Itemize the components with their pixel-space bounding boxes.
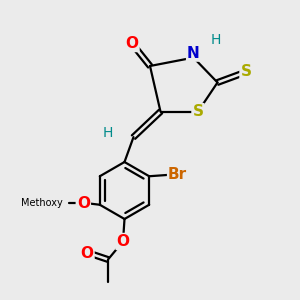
Text: S: S — [241, 64, 251, 80]
Text: N: N — [187, 46, 200, 61]
Text: H: H — [211, 34, 221, 47]
Text: S: S — [193, 104, 203, 119]
Text: O: O — [80, 246, 94, 261]
Text: H: H — [103, 126, 113, 140]
Text: O: O — [125, 36, 139, 51]
Text: O: O — [77, 196, 90, 211]
Text: Br: Br — [168, 167, 187, 182]
Text: Methoxy: Methoxy — [21, 198, 62, 208]
Text: O: O — [116, 234, 130, 249]
